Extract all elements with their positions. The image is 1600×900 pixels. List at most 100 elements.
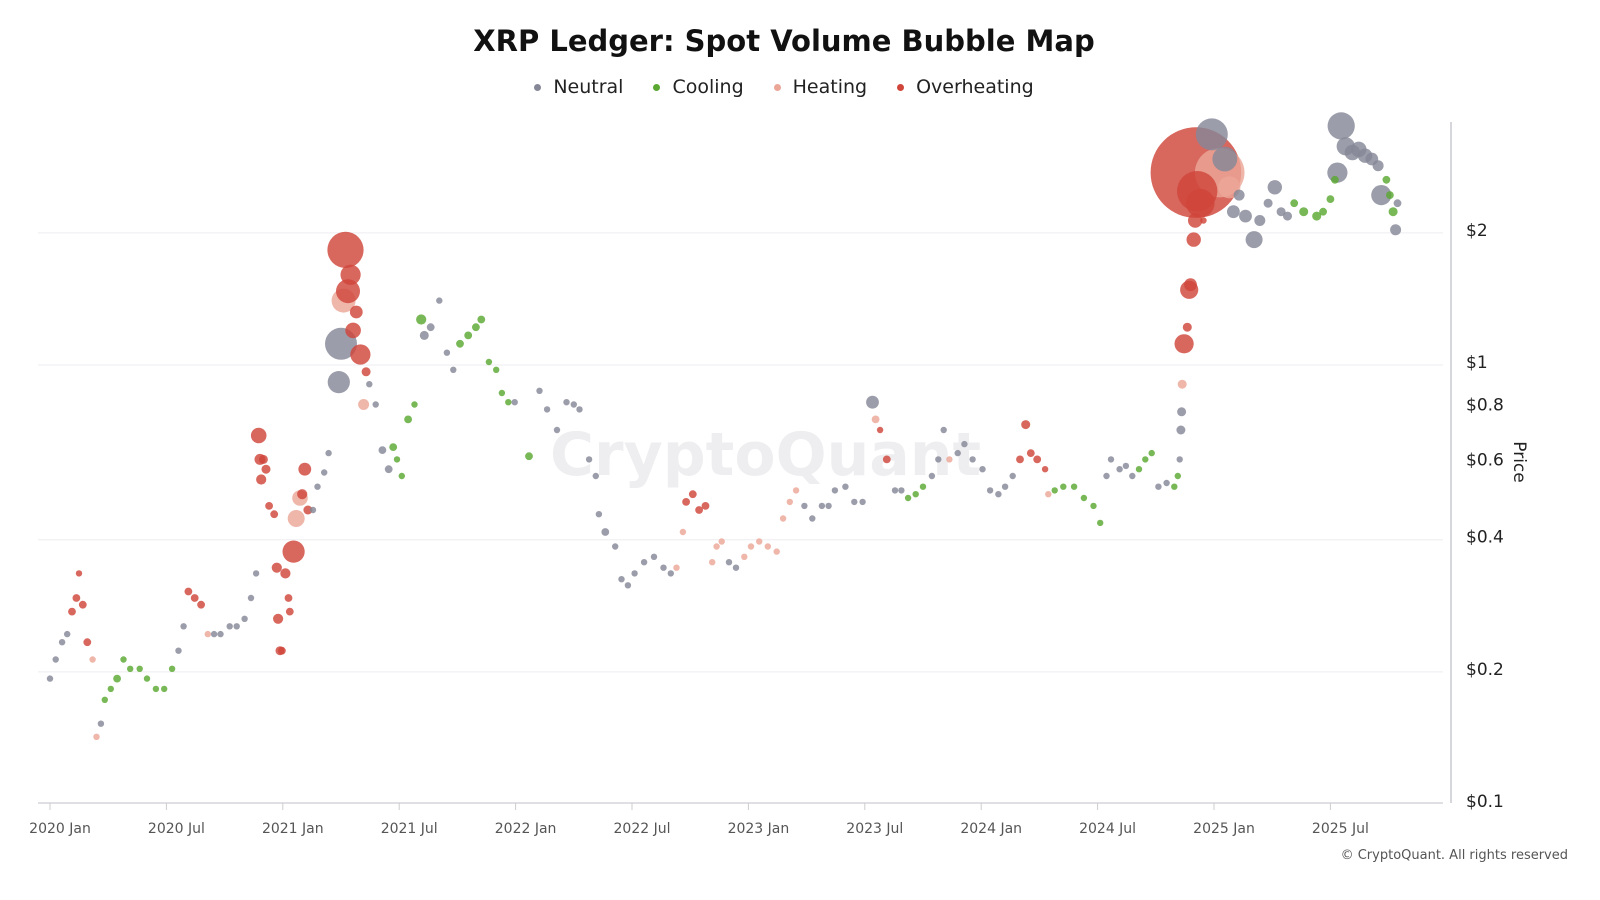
bubble-overheating[interactable] <box>1188 213 1203 228</box>
bubble-overheating[interactable] <box>297 489 308 500</box>
bubble-cooling[interactable] <box>1386 191 1394 200</box>
bubble-overheating[interactable] <box>72 594 81 602</box>
bubble-neutral[interactable] <box>631 570 638 577</box>
bubble-cooling[interactable] <box>1080 494 1088 502</box>
bubble-cooling[interactable] <box>1382 175 1391 184</box>
bubble-neutral[interactable] <box>378 446 387 454</box>
bubble-neutral[interactable] <box>1163 479 1170 487</box>
bubble-neutral[interactable] <box>543 406 551 413</box>
bubble-overheating[interactable] <box>682 498 690 506</box>
bubble-neutral[interactable] <box>570 401 577 408</box>
bubble-cooling[interactable] <box>1142 456 1149 463</box>
bubble-cooling[interactable] <box>101 696 109 703</box>
bubble-cooling[interactable] <box>1148 449 1155 457</box>
bubble-neutral[interactable] <box>419 330 429 340</box>
bubble-neutral[interactable] <box>842 483 849 490</box>
bubble-heating[interactable] <box>709 559 716 566</box>
bubble-cooling[interactable] <box>472 323 480 332</box>
bubble-overheating[interactable] <box>250 427 267 444</box>
bubble-cooling[interactable] <box>168 665 176 672</box>
bubble-neutral[interactable] <box>612 543 619 550</box>
bubble-neutral[interactable] <box>969 456 976 463</box>
bubble-heating[interactable] <box>713 543 720 550</box>
bubble-neutral[interactable] <box>995 491 1002 498</box>
bubble-overheating[interactable] <box>340 264 361 285</box>
bubble-cooling[interactable] <box>113 674 121 683</box>
bubble-neutral[interactable] <box>366 381 373 388</box>
bubble-heating[interactable] <box>773 548 780 555</box>
bubble-neutral[interactable] <box>63 630 71 638</box>
bubble-cooling[interactable] <box>1060 483 1067 490</box>
bubble-neutral[interactable] <box>1254 215 1266 226</box>
bubble-neutral[interactable] <box>1177 407 1187 417</box>
bubble-neutral[interactable] <box>725 559 733 566</box>
bubble-cooling[interactable] <box>143 675 151 682</box>
bubble-heating[interactable] <box>1177 379 1187 389</box>
bubble-overheating[interactable] <box>298 462 312 476</box>
bubble-heating[interactable] <box>747 543 755 550</box>
bubble-neutral[interactable] <box>1176 425 1186 435</box>
bubble-neutral[interactable] <box>809 515 816 522</box>
bubble-neutral[interactable] <box>851 498 858 506</box>
bubble-overheating[interactable] <box>83 638 92 647</box>
bubble-cooling[interactable] <box>120 656 127 663</box>
bubble-cooling[interactable] <box>464 331 473 340</box>
bubble-neutral[interactable] <box>576 406 583 413</box>
bubble-overheating[interactable] <box>361 367 371 377</box>
bubble-neutral[interactable] <box>898 487 905 494</box>
bubble-overheating[interactable] <box>327 231 364 268</box>
bubble-neutral[interactable] <box>384 465 393 474</box>
bubble-neutral[interactable] <box>986 487 994 494</box>
bubble-neutral[interactable] <box>563 399 570 406</box>
bubble-neutral[interactable] <box>233 623 240 630</box>
bubble-heating[interactable] <box>764 543 771 550</box>
bubble-neutral[interactable] <box>321 469 328 476</box>
bubble-heating[interactable] <box>679 528 687 536</box>
bubble-neutral[interactable] <box>801 502 808 510</box>
bubble-cooling[interactable] <box>919 483 927 490</box>
bubble-cooling[interactable] <box>505 399 512 406</box>
bubble-cooling[interactable] <box>1097 519 1104 527</box>
bubble-heating[interactable] <box>1045 491 1052 498</box>
bubble-neutral[interactable] <box>935 456 942 463</box>
bubble-neutral[interactable] <box>1195 118 1228 151</box>
bubble-overheating[interactable] <box>303 505 313 515</box>
bubble-cooling[interactable] <box>1051 487 1058 494</box>
bubble-overheating[interactable] <box>197 600 206 609</box>
bubble-overheating[interactable] <box>882 455 891 464</box>
bubble-overheating[interactable] <box>1026 449 1035 457</box>
bubble-neutral[interactable] <box>180 623 187 630</box>
bubble-overheating[interactable] <box>688 490 697 499</box>
bubble-neutral[interactable] <box>624 582 632 589</box>
bubble-cooling[interactable] <box>393 456 401 463</box>
legend-item-heating[interactable]: Heating <box>773 76 867 98</box>
bubble-heating[interactable] <box>673 564 680 571</box>
bubble-overheating[interactable] <box>1200 217 1207 224</box>
bubble-neutral[interactable] <box>1227 205 1240 219</box>
bubble-overheating[interactable] <box>1186 232 1201 247</box>
legend-item-overheating[interactable]: Overheating <box>897 76 1034 98</box>
bubble-overheating[interactable] <box>256 474 267 485</box>
bubble-neutral[interactable] <box>954 449 961 457</box>
bubble-neutral[interactable] <box>979 466 986 473</box>
bubble-cooling[interactable] <box>1388 207 1398 217</box>
bubble-neutral[interactable] <box>511 399 518 406</box>
bubble-neutral[interactable] <box>52 656 59 663</box>
bubble-overheating[interactable] <box>1186 188 1215 218</box>
bubble-overheating[interactable] <box>258 454 268 464</box>
bubble-heating[interactable] <box>871 415 880 424</box>
bubble-neutral[interactable] <box>450 366 457 373</box>
bubble-neutral[interactable] <box>97 720 105 727</box>
bubble-overheating[interactable] <box>285 607 294 616</box>
bubble-neutral[interactable] <box>46 675 54 682</box>
bubble-heating[interactable] <box>204 630 211 638</box>
bubble-neutral[interactable] <box>314 483 321 490</box>
bubble-neutral[interactable] <box>241 615 248 622</box>
bubble-overheating[interactable] <box>68 607 76 616</box>
bubble-overheating[interactable] <box>184 587 193 596</box>
bubble-neutral[interactable] <box>1239 209 1252 223</box>
bubble-cooling[interactable] <box>1319 207 1327 216</box>
bubble-overheating[interactable] <box>1182 322 1192 332</box>
bubble-neutral[interactable] <box>1390 224 1402 236</box>
bubble-heating[interactable] <box>756 538 763 545</box>
